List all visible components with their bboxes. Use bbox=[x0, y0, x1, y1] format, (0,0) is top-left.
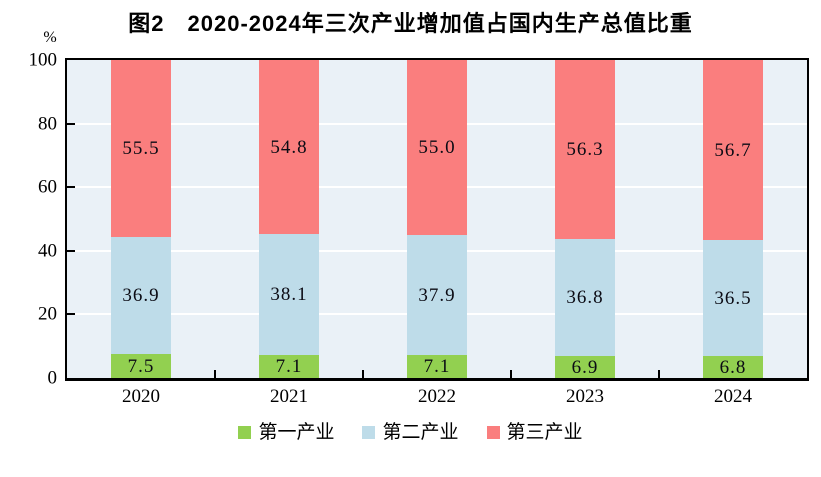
bar-segment-primary-industry: 7.1 bbox=[259, 355, 319, 378]
bar-value-label: 7.1 bbox=[275, 356, 303, 378]
bar-value-label: 36.9 bbox=[122, 284, 160, 306]
y-axis-tick-label: 0 bbox=[47, 367, 58, 389]
x-axis-category-label: 2023 bbox=[566, 386, 604, 407]
x-axis-category-label: 2022 bbox=[418, 386, 456, 407]
x-axis-tick bbox=[214, 370, 216, 378]
bar-2022: 7.1 37.9 55.0 bbox=[407, 60, 467, 378]
x-axis-category-label: 2020 bbox=[122, 386, 160, 407]
bar-value-label: 38.1 bbox=[270, 284, 308, 306]
bar-segment-primary-industry: 6.8 bbox=[703, 356, 763, 378]
bar-value-label: 55.5 bbox=[122, 138, 160, 160]
bar-segment-secondary-industry: 36.5 bbox=[703, 240, 763, 357]
legend-item-tertiary-industry: 第三产业 bbox=[486, 422, 583, 443]
bar-value-label: 54.8 bbox=[270, 136, 308, 158]
x-axis-tick bbox=[658, 370, 660, 378]
legend-swatch-secondary-industry bbox=[362, 426, 376, 439]
y-axis-tick bbox=[67, 186, 75, 189]
bar-segment-tertiary-industry: 56.3 bbox=[555, 60, 615, 240]
legend-item-label: 第二产业 bbox=[382, 422, 459, 443]
y-axis-tick-label: 20 bbox=[38, 303, 57, 325]
x-axis-category-label: 2021 bbox=[270, 386, 308, 407]
bar-segment-secondary-industry: 36.8 bbox=[555, 239, 615, 357]
legend-item-secondary-industry: 第二产业 bbox=[362, 422, 459, 443]
bar-2023: 6.9 36.8 56.3 bbox=[555, 60, 615, 378]
bar-2024: 6.8 36.5 56.7 bbox=[703, 60, 763, 378]
bar-segment-secondary-industry: 37.9 bbox=[407, 234, 467, 356]
bar-value-label: 55.0 bbox=[418, 136, 456, 158]
plot-area: 7.5 36.9 55.5 7.1 38.1 54.8 7.1 37.9 55.0 6.9 36.8… bbox=[65, 58, 809, 381]
legend-swatch-tertiary-industry bbox=[486, 426, 500, 439]
x-axis-tick bbox=[510, 370, 512, 378]
bar-segment-primary-industry: 7.5 bbox=[111, 354, 171, 378]
y-axis-tick bbox=[67, 313, 75, 316]
x-axis-tick bbox=[362, 370, 364, 378]
x-axis-category-label: 2024 bbox=[714, 386, 752, 407]
y-axis-tick bbox=[67, 249, 75, 252]
bar-value-label: 56.7 bbox=[714, 139, 752, 161]
legend-item-label: 第三产业 bbox=[506, 422, 583, 443]
bar-value-label: 37.9 bbox=[418, 284, 456, 306]
bar-segment-secondary-industry: 36.9 bbox=[111, 236, 171, 355]
bar-segment-tertiary-industry: 55.5 bbox=[111, 60, 171, 237]
bar-segment-secondary-industry: 38.1 bbox=[259, 234, 319, 356]
legend-item-label: 第一产业 bbox=[258, 422, 335, 443]
bar-segment-primary-industry: 7.1 bbox=[407, 355, 467, 378]
legend-swatch-primary-industry bbox=[238, 426, 252, 439]
bar-value-label: 7.5 bbox=[127, 355, 155, 377]
bar-value-label: 36.8 bbox=[566, 287, 604, 309]
bar-value-label: 6.8 bbox=[719, 356, 747, 378]
y-axis-tick bbox=[67, 122, 75, 125]
bar-segment-tertiary-industry: 55.0 bbox=[407, 60, 467, 235]
bar-2021: 7.1 38.1 54.8 bbox=[259, 60, 319, 378]
legend: 第一产业 第二产业 第三产业 bbox=[0, 423, 821, 442]
y-axis-tick-label: 100 bbox=[28, 49, 58, 71]
bar-segment-tertiary-industry: 56.7 bbox=[703, 60, 763, 241]
bar-value-label: 56.3 bbox=[566, 139, 604, 161]
chart-title: 图2 2020-2024年三次产业增加值占国内生产总值比重 bbox=[128, 11, 693, 36]
bar-value-label: 36.5 bbox=[714, 287, 752, 309]
legend-item-primary-industry: 第一产业 bbox=[238, 423, 334, 442]
y-axis-tick-label: 80 bbox=[38, 113, 57, 135]
y-axis-unit-label: % bbox=[43, 29, 57, 46]
bar-value-label: 7.1 bbox=[423, 356, 451, 378]
bar-segment-primary-industry: 6.9 bbox=[555, 356, 615, 378]
bar-value-label: 6.9 bbox=[571, 356, 599, 378]
bar-segment-tertiary-industry: 54.8 bbox=[259, 60, 319, 235]
y-axis-tick-label: 40 bbox=[38, 240, 57, 262]
bar-2020: 7.5 36.9 55.5 bbox=[111, 60, 171, 378]
y-axis-tick-label: 60 bbox=[38, 176, 57, 198]
